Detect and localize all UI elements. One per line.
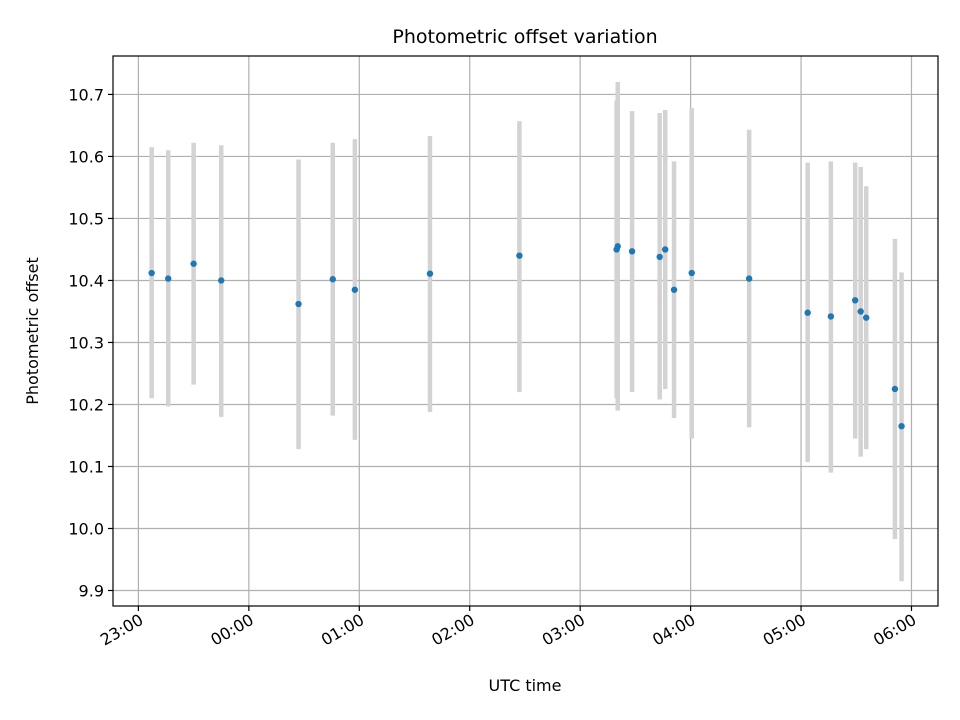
data-point <box>898 422 905 430</box>
data-point <box>614 243 621 250</box>
data-point <box>863 314 870 321</box>
x-axis: 23:00 00:00 01:00 02:00 03:00 04:00 05:00 06:00 <box>97 606 919 650</box>
data-point <box>827 313 835 320</box>
y-tick-label: 10.4 <box>68 271 104 290</box>
x-tick-label: 04:00 <box>649 610 698 650</box>
data-point <box>516 252 523 259</box>
data-point <box>218 277 225 284</box>
data-point <box>165 275 172 282</box>
x-tick-label: 01:00 <box>318 610 367 650</box>
y-axis: 9.9 10.0 10.1 10.2 10.3 10.4 10.5 10.6 10.7 <box>68 85 113 600</box>
y-tick-label: 10.3 <box>68 333 104 352</box>
data-point <box>426 270 434 277</box>
data-point <box>656 253 663 261</box>
data-point <box>745 275 753 282</box>
y-tick-label: 10.1 <box>68 457 104 476</box>
data-point <box>851 297 859 304</box>
y-tick-label: 10.6 <box>68 147 104 166</box>
data-points <box>148 243 905 430</box>
x-tick-label: 23:00 <box>97 610 146 650</box>
data-point <box>804 309 811 316</box>
data-point <box>351 286 359 293</box>
data-point <box>628 248 636 255</box>
data-point <box>295 300 302 308</box>
x-axis-title: UTC time <box>489 676 562 695</box>
y-tick-label: 10.5 <box>68 209 104 228</box>
y-tick-label: 10.0 <box>68 519 104 538</box>
x-tick-label: 05:00 <box>760 610 809 650</box>
x-tick-label: 06:00 <box>870 610 919 650</box>
data-point <box>891 385 899 393</box>
data-point <box>148 269 155 277</box>
y-tick-label: 9.9 <box>79 581 104 600</box>
plot-frame <box>112 55 939 607</box>
data-point <box>662 246 669 253</box>
x-tick-label: 00:00 <box>207 610 256 650</box>
chart-title: Photometric offset variation <box>392 26 657 48</box>
data-point <box>688 269 695 277</box>
data-point <box>329 276 336 283</box>
y-axis-title: Photometric offset <box>23 257 42 405</box>
x-tick-label: 02:00 <box>428 610 477 650</box>
y-tick-label: 10.7 <box>68 85 104 104</box>
x-tick-label: 03:00 <box>539 610 588 650</box>
data-point <box>670 286 678 293</box>
grid-lines <box>113 56 938 606</box>
data-point <box>857 308 864 315</box>
y-tick-label: 10.2 <box>68 395 104 414</box>
data-point <box>190 260 197 267</box>
